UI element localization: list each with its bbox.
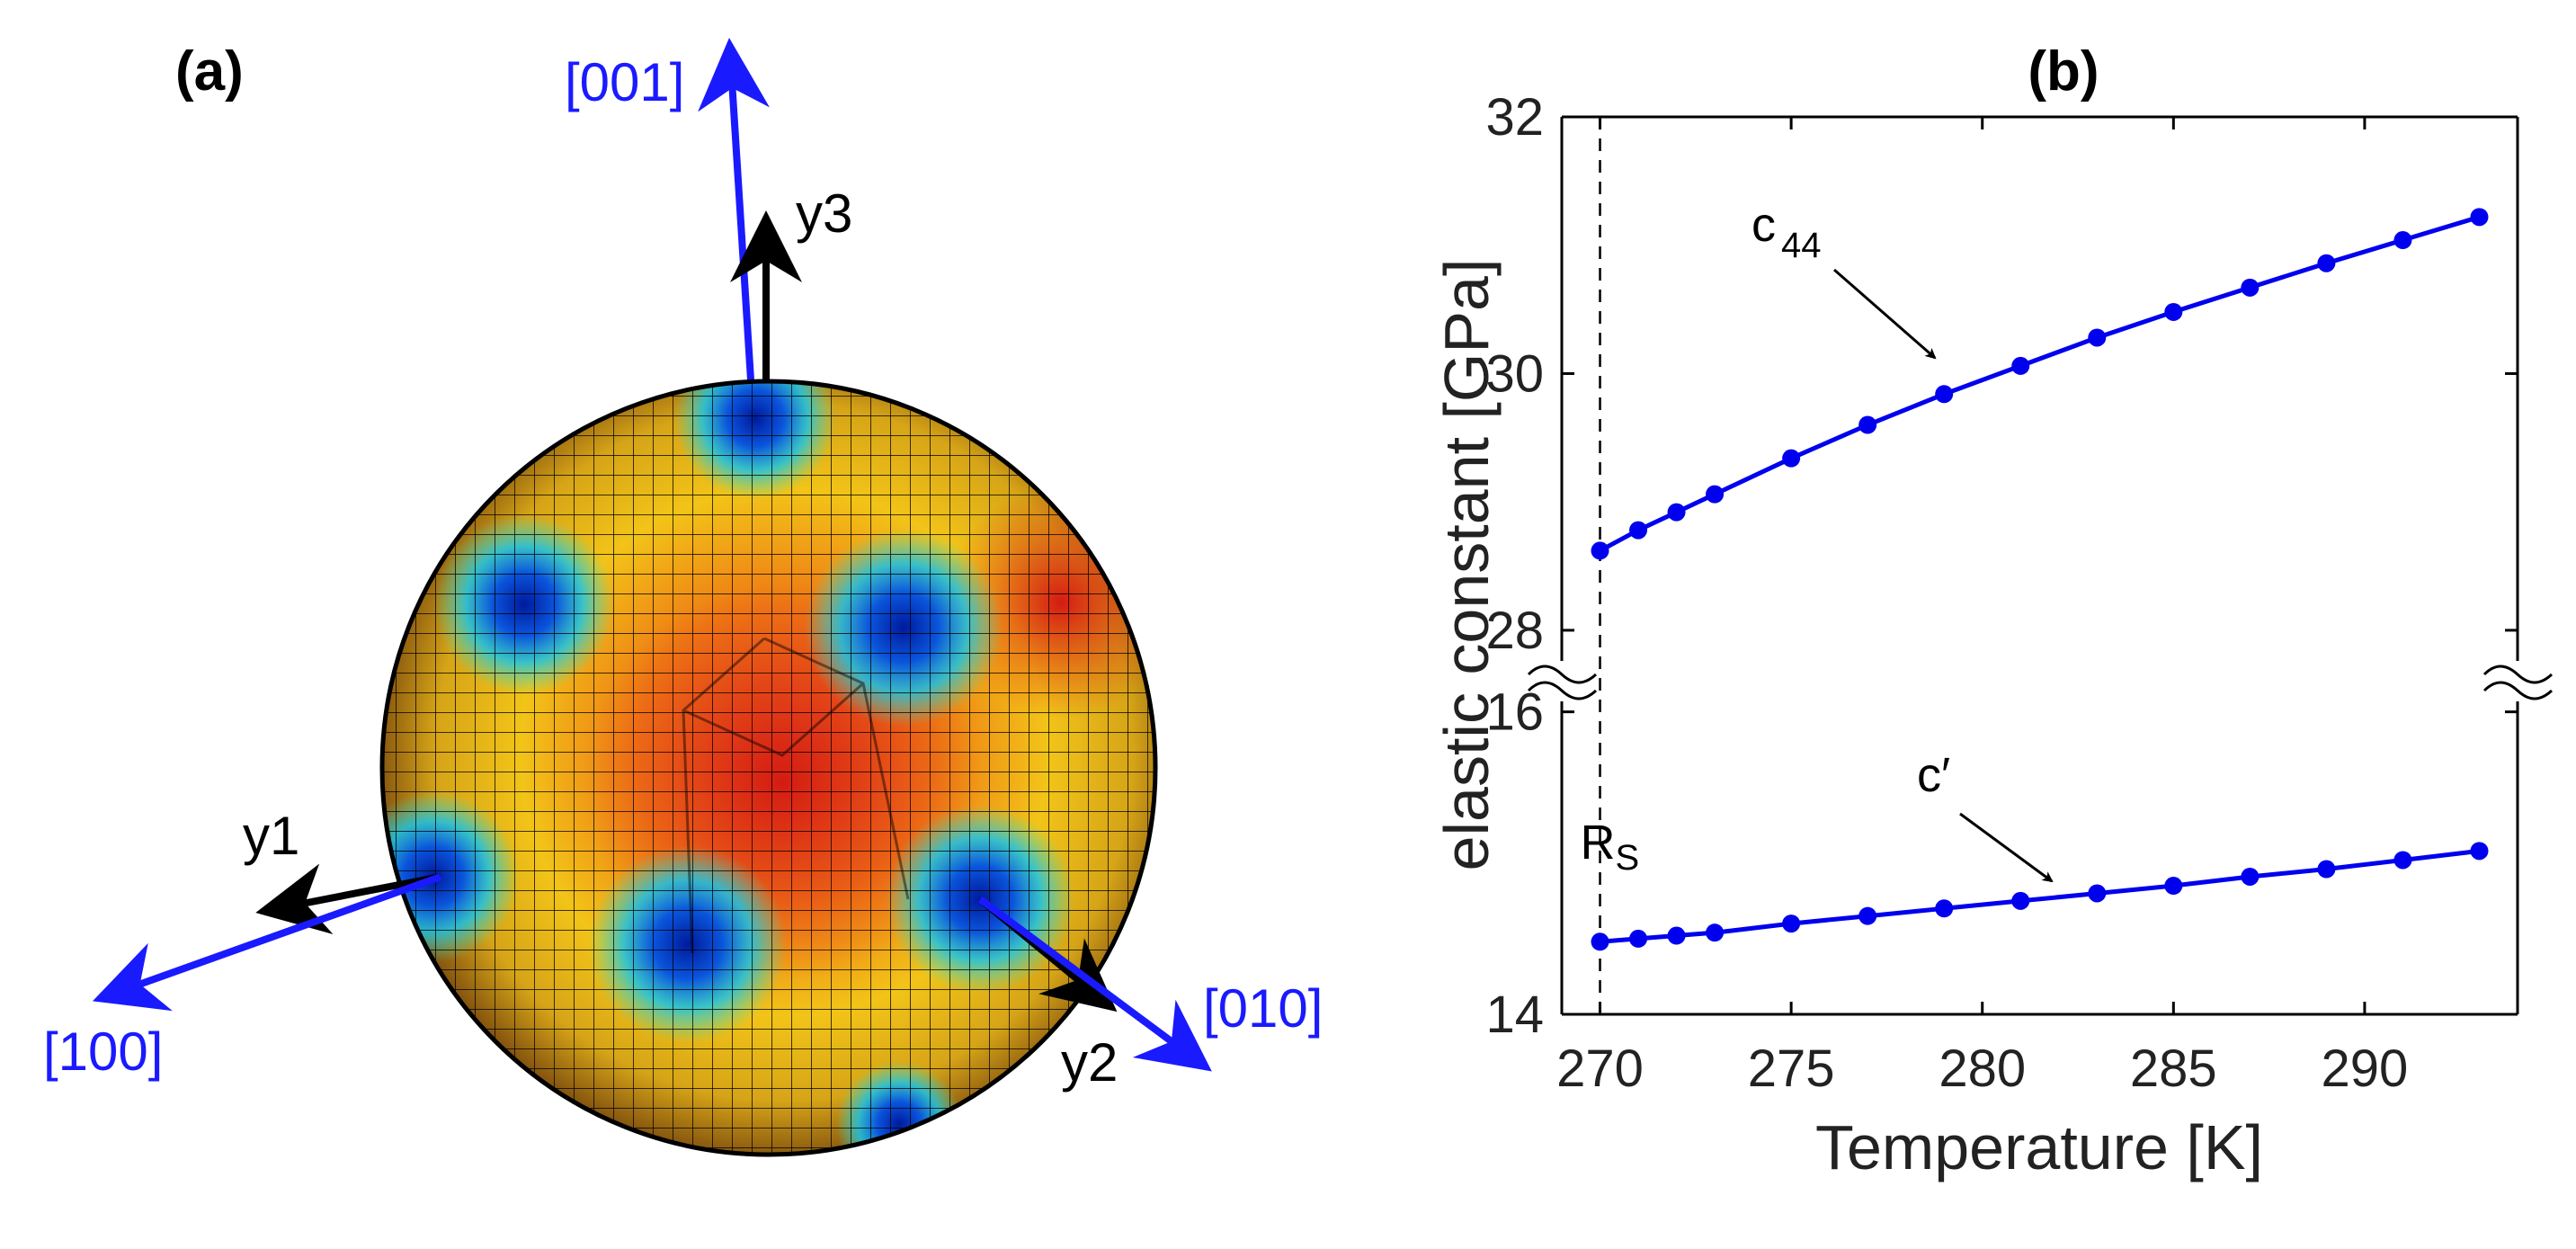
panel-a: (a) [001] y3 — [43, 38, 1323, 1157]
panel-b-label: (b) — [2028, 40, 2099, 103]
axis-100-arrow — [92, 873, 442, 1012]
axis-y3-label: y3 — [796, 183, 852, 244]
data-point-c44 — [2164, 302, 2183, 321]
c44-label: c 44 — [1752, 198, 1822, 265]
x-tick-label: 275 — [1748, 1039, 1835, 1098]
axis-y1-label: y1 — [243, 806, 299, 866]
data-point-c44 — [1858, 415, 1877, 434]
axis-010-label: [010] — [1203, 978, 1323, 1039]
data-point-cprime — [2088, 884, 2107, 903]
cprime-arrow — [1959, 812, 2054, 883]
axis-010-arrow — [977, 896, 1212, 1072]
y-tick-label: 16 — [1485, 683, 1544, 742]
y-axis-ticks: 28 30 32 14 16 — [1485, 88, 2518, 1044]
data-point-c44 — [2393, 231, 2412, 250]
y-tick-label: 28 — [1485, 602, 1544, 660]
series-line-cprime — [1600, 848, 2480, 944]
data-point-c44 — [1782, 449, 1801, 468]
plot-frame — [1560, 115, 2519, 1016]
data-point-c44 — [1667, 503, 1686, 522]
y-axis-label: elastic constant [GPa] — [1431, 259, 1502, 871]
data-point-c44 — [2088, 328, 2107, 347]
data-point-cprime — [2317, 860, 2336, 879]
axis-y1-arrow — [255, 863, 441, 935]
data-point-cprime — [1782, 914, 1801, 933]
data-point-cprime — [1858, 906, 1877, 925]
data-point-cprime — [1935, 899, 1954, 918]
cprime-label: c′ — [1917, 748, 1950, 802]
axis-100-label: [100] — [43, 1022, 163, 1082]
data-point-cprime — [1667, 926, 1686, 945]
data-point-cprime — [1706, 923, 1725, 942]
axis-break-left — [1527, 665, 1598, 700]
y-tick-label: 30 — [1485, 344, 1544, 403]
x-tick-label: 290 — [2322, 1039, 2409, 1098]
cprime-annotation: c′ — [1917, 748, 2054, 883]
panel-b-chart: (b) 270 275 280 285 290 28 30 32 14 16 RS c 44 — [1431, 40, 2554, 1182]
y-tick-label: 32 — [1485, 88, 1544, 147]
vline-group: RS — [1581, 117, 1640, 1014]
panel-a-label: (a) — [175, 40, 244, 103]
stiffness-sphere — [379, 379, 1158, 1157]
axis-y2-label: y2 — [1061, 1032, 1118, 1093]
c44-arrow — [1833, 268, 1937, 360]
c44-label-main: c — [1752, 198, 1776, 252]
data-point-c44 — [2011, 356, 2030, 375]
series-group — [1591, 208, 2489, 951]
rs-label: RS — [1581, 816, 1640, 878]
data-point-c44 — [2470, 208, 2489, 227]
data-point-c44 — [2241, 278, 2260, 297]
data-point-c44 — [2317, 254, 2336, 272]
x-tick-label: 285 — [2130, 1039, 2217, 1098]
data-point-cprime — [2241, 867, 2260, 886]
data-point-c44 — [1629, 521, 1648, 540]
c44-label-sub: 44 — [1781, 226, 1822, 265]
data-point-cprime — [1591, 932, 1609, 951]
cube-edge — [682, 637, 910, 954]
x-tick-label: 280 — [1939, 1039, 2026, 1098]
data-point-cprime — [2164, 877, 2183, 896]
data-point-c44 — [1591, 541, 1609, 560]
x-axis-ticks: 270 275 280 285 290 — [1556, 117, 2408, 1098]
data-point-cprime — [2393, 851, 2412, 870]
y-tick-label: 14 — [1485, 986, 1544, 1044]
rs-label-sub: S — [1616, 838, 1640, 878]
data-point-c44 — [1935, 385, 1954, 404]
axis-001-label: [001] — [565, 52, 684, 112]
data-point-cprime — [2470, 842, 2489, 861]
x-axis-label: Temperature [K] — [1815, 1112, 2263, 1182]
c44-annotation: c 44 — [1752, 198, 1937, 360]
axis-break-right — [2482, 665, 2554, 700]
series-line-c44 — [1599, 214, 2481, 553]
axis-001-arrow — [698, 38, 770, 424]
data-point-cprime — [2011, 891, 2030, 910]
rs-label-main: R — [1581, 816, 1616, 870]
data-point-cprime — [1629, 929, 1648, 948]
data-point-c44 — [1706, 485, 1725, 504]
x-tick-label: 270 — [1556, 1039, 1644, 1098]
